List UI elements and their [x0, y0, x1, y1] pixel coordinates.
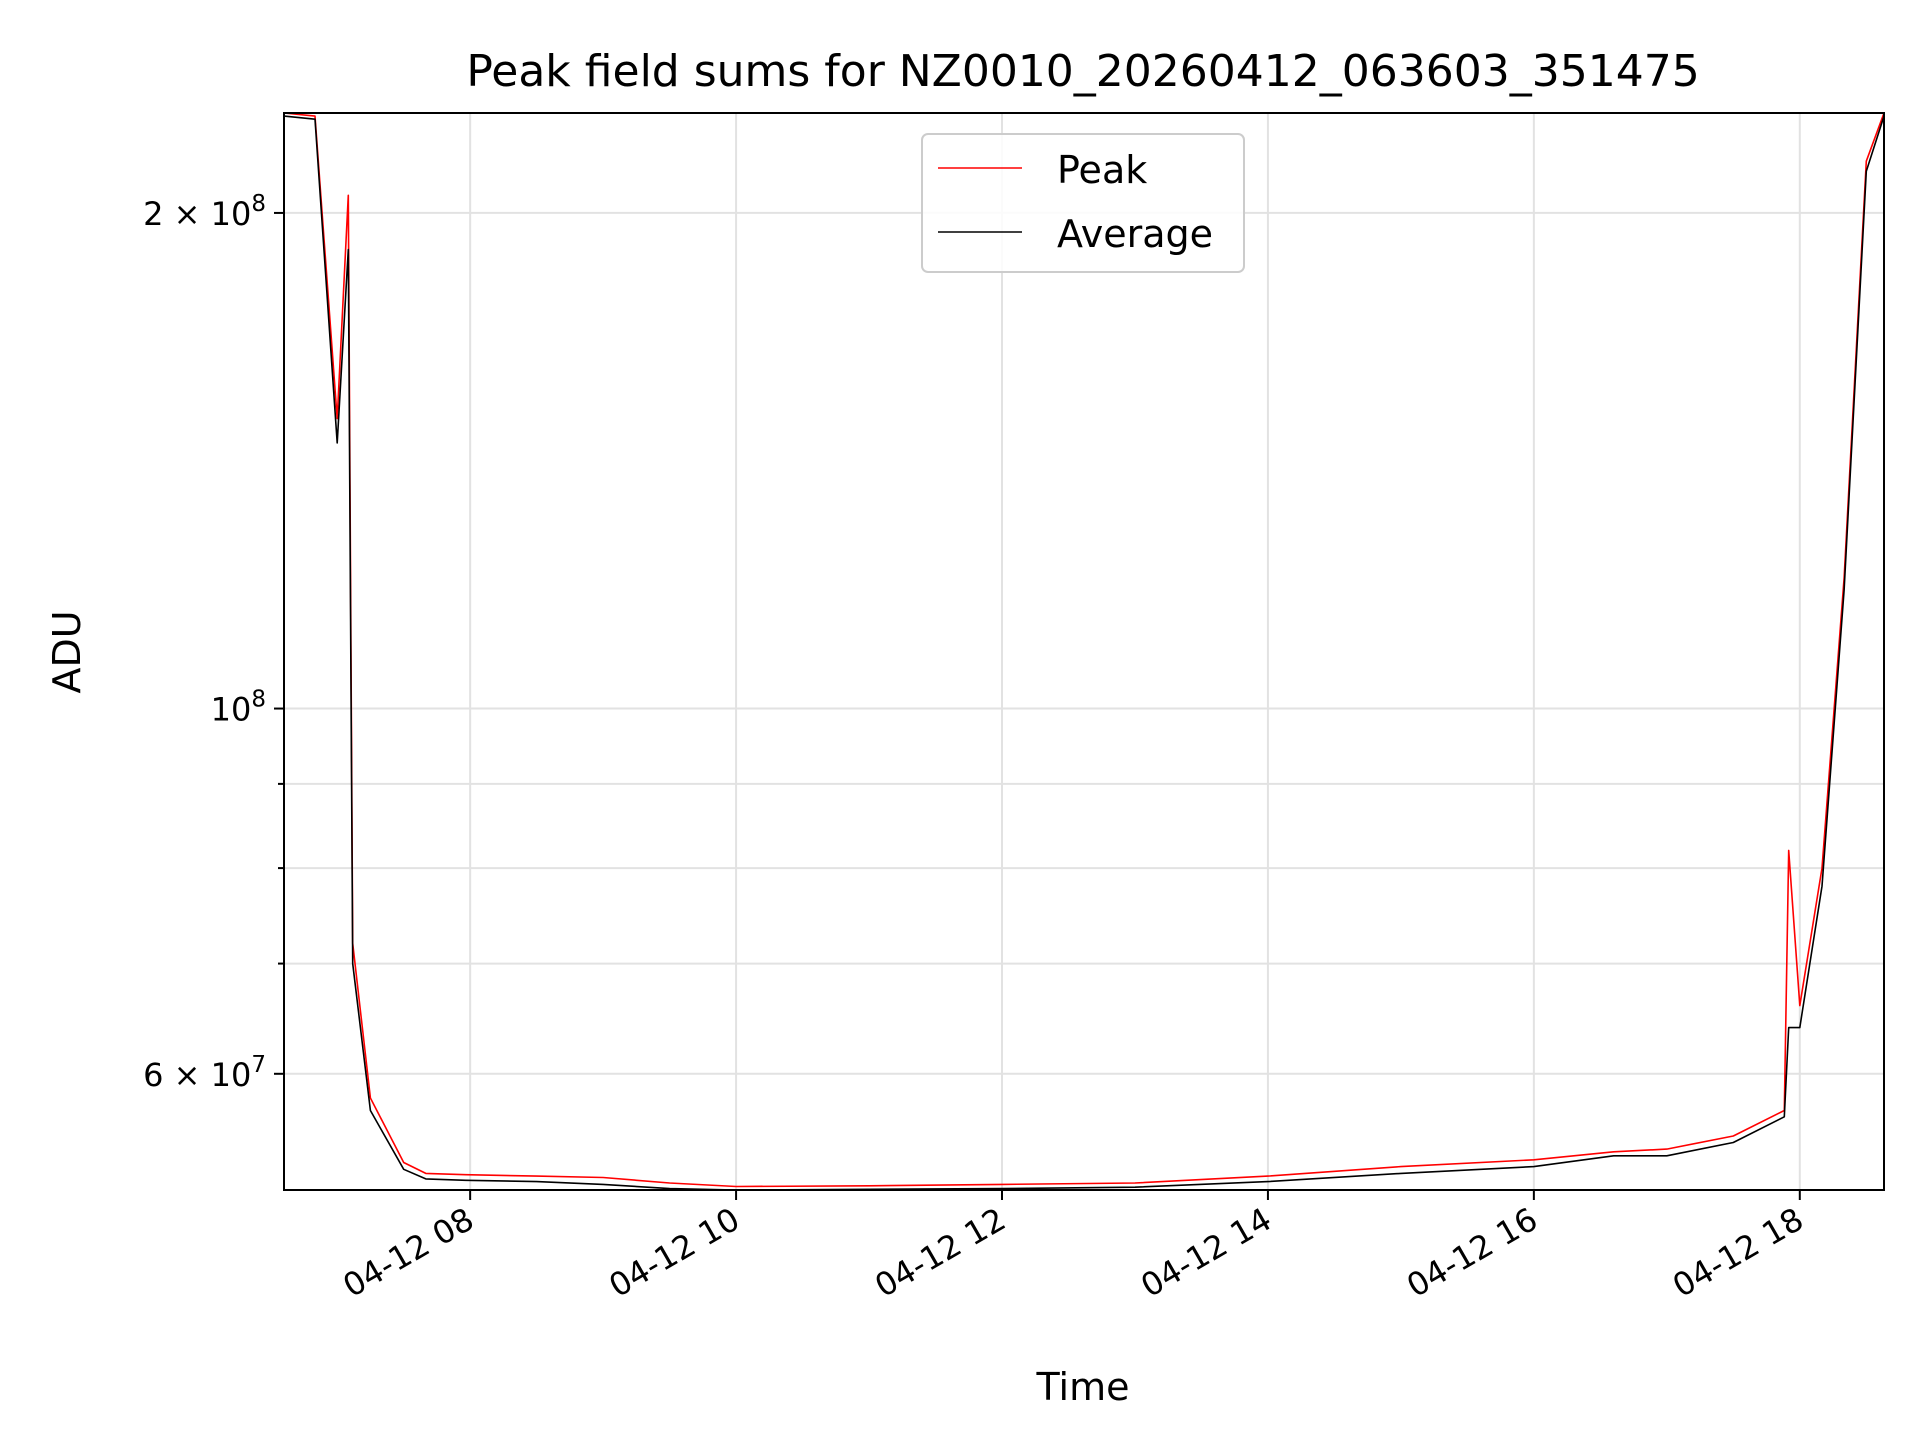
x-axis-label: Time	[1036, 1365, 1130, 1409]
series-line-average	[283, 115, 1885, 1191]
chart-title: Peak field sums for NZ0010_20260412_0636…	[466, 46, 1699, 97]
legend-label-average: Average	[1057, 212, 1213, 256]
y-tick-label: 108	[211, 687, 266, 729]
y-axis: 2 × 108 108 6 × 107	[143, 191, 284, 1094]
grid	[284, 113, 1884, 1190]
legend: Peak Average	[921, 133, 1245, 273]
plot-frame	[283, 112, 1885, 1191]
series-line-peak	[283, 112, 1885, 1188]
y-axis-label: ADU	[45, 610, 89, 693]
series-lines	[283, 112, 1885, 1191]
y-tick-label: 6 × 107	[143, 1052, 266, 1094]
legend-label-peak: Peak	[1057, 148, 1147, 192]
y-tick-label: 2 × 108	[143, 191, 266, 233]
